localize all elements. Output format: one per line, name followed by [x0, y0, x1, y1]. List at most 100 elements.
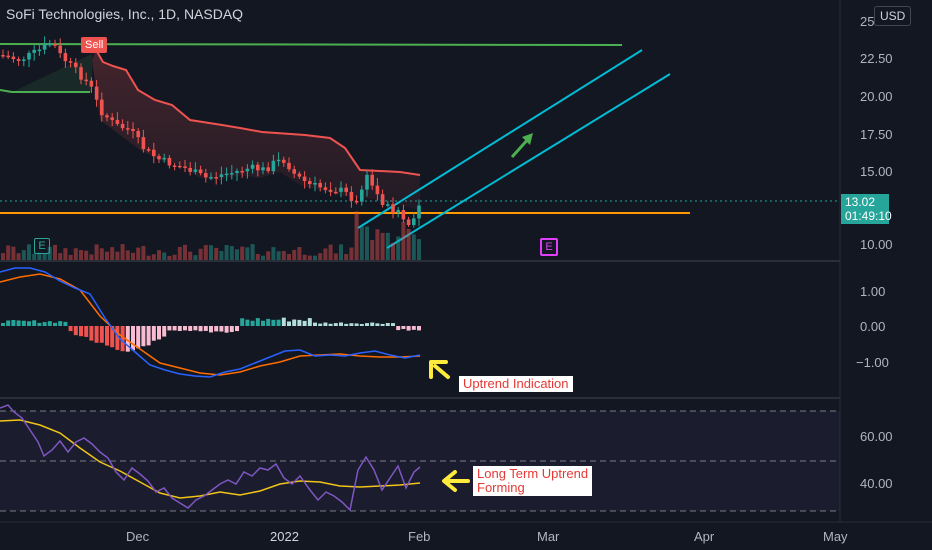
macd-histogram-bar [167, 326, 172, 331]
volume-bar [115, 251, 120, 260]
pointer-arrow-icon [429, 360, 450, 379]
candle-body [297, 173, 302, 177]
candle-body [323, 187, 328, 190]
macd-histogram-bar [89, 326, 94, 341]
candle-body [391, 204, 395, 213]
volume-bar [333, 253, 338, 260]
macd-histogram-bar [417, 326, 421, 331]
macd-histogram-bar [318, 323, 323, 326]
volume-bar [79, 250, 83, 260]
candle-body [417, 205, 421, 219]
candle-body [214, 177, 218, 179]
macd-annotation[interactable]: Uptrend Indication [459, 376, 573, 392]
candle-body [53, 43, 57, 46]
macd-histogram-bar [261, 320, 265, 326]
volume-bar [229, 246, 234, 260]
volume-bar [318, 253, 323, 260]
candle-body [334, 191, 338, 194]
supertrend-support-line [0, 89, 90, 93]
macd-histogram-bar [21, 320, 26, 326]
candle-body [401, 210, 406, 220]
candle-body [250, 164, 255, 169]
macd-histogram-bar [365, 323, 369, 326]
macd-histogram-bar [323, 322, 328, 326]
macd-histogram-bar [359, 323, 364, 326]
macd-histogram-bar [141, 326, 146, 347]
price-candles[interactable] [1, 36, 421, 228]
time-axis-label: Mar [537, 529, 560, 544]
earnings-badge-upcoming[interactable]: E [540, 238, 558, 256]
candle-body [266, 167, 270, 172]
earnings-badge[interactable]: E [34, 238, 50, 254]
volume-bar [27, 244, 31, 260]
macd-histogram-bar [276, 319, 281, 326]
macd-histogram-bar [203, 326, 208, 331]
candle-body [1, 55, 5, 57]
channel-upper-line[interactable] [357, 49, 643, 229]
price-axis-label: 25 [860, 14, 875, 29]
volume-bar [302, 254, 307, 260]
candle-body [235, 170, 239, 174]
current-price-tag: 13.02 01:49:10 [841, 194, 892, 224]
volume-bar [151, 254, 156, 260]
macd-histogram-bar [193, 326, 198, 331]
time-axis-label: Apr [694, 529, 715, 544]
volume-bar [349, 247, 354, 260]
candle-body [131, 128, 135, 132]
supertrend-resistance-line [95, 49, 421, 176]
macd-histogram-bar [333, 323, 338, 326]
volume-bar [6, 245, 11, 260]
candle-body [328, 189, 333, 192]
volume-bar [188, 251, 193, 260]
macd-histogram-bar [344, 323, 349, 326]
volume-bar [354, 211, 359, 260]
macd-histogram-bar [339, 322, 343, 326]
volume-bar [391, 243, 395, 260]
candle-body [79, 67, 83, 80]
channel-lower-line[interactable] [386, 73, 671, 249]
volume-bar [131, 252, 135, 260]
macd-histogram-bar [120, 326, 125, 352]
macd-histogram-bar [37, 322, 42, 326]
bar-countdown: 01:49:10 [845, 209, 892, 223]
sell-signal-label[interactable]: Sell [81, 37, 108, 53]
volume-bar [99, 248, 104, 260]
candle-body [157, 156, 161, 160]
volume-bar [183, 244, 187, 260]
macd-histogram-bar [266, 318, 271, 326]
candle-body [412, 218, 416, 226]
macd-histogram-bar [235, 326, 239, 332]
volume-bar [406, 228, 411, 260]
volume-bar [110, 247, 115, 260]
macd-histogram-bar [406, 326, 411, 331]
volume-bar [162, 252, 167, 260]
candle-body [365, 174, 369, 190]
volume-bar [380, 232, 385, 260]
macd-histogram-bar [63, 321, 68, 326]
candle-body [261, 167, 265, 171]
rsi-annotation[interactable]: Long Term Uptrend Forming [473, 466, 593, 496]
candle-body [313, 183, 317, 185]
candle-body [245, 168, 250, 172]
candle-body [74, 62, 78, 68]
volume-bar [209, 245, 213, 260]
macd-histogram-bar [396, 326, 401, 331]
supertrend-support-fill [0, 50, 100, 98]
volume-bar [344, 254, 349, 260]
macd-histogram-bar [115, 326, 120, 350]
currency-button[interactable]: USD [874, 6, 912, 26]
volume-bar [307, 255, 312, 260]
volume-bar [396, 236, 401, 260]
volume-bar [266, 251, 271, 260]
candle-body [136, 131, 140, 138]
symbol-title[interactable]: SoFi Technologies, Inc., 1D, NASDAQ [6, 6, 244, 22]
candle-body [167, 157, 172, 166]
volume-bar [292, 249, 297, 260]
volume-bar [120, 244, 125, 260]
volume-bar [193, 255, 198, 260]
candle-body [58, 45, 62, 54]
volume-bar [240, 246, 245, 260]
candle-body [42, 44, 47, 50]
